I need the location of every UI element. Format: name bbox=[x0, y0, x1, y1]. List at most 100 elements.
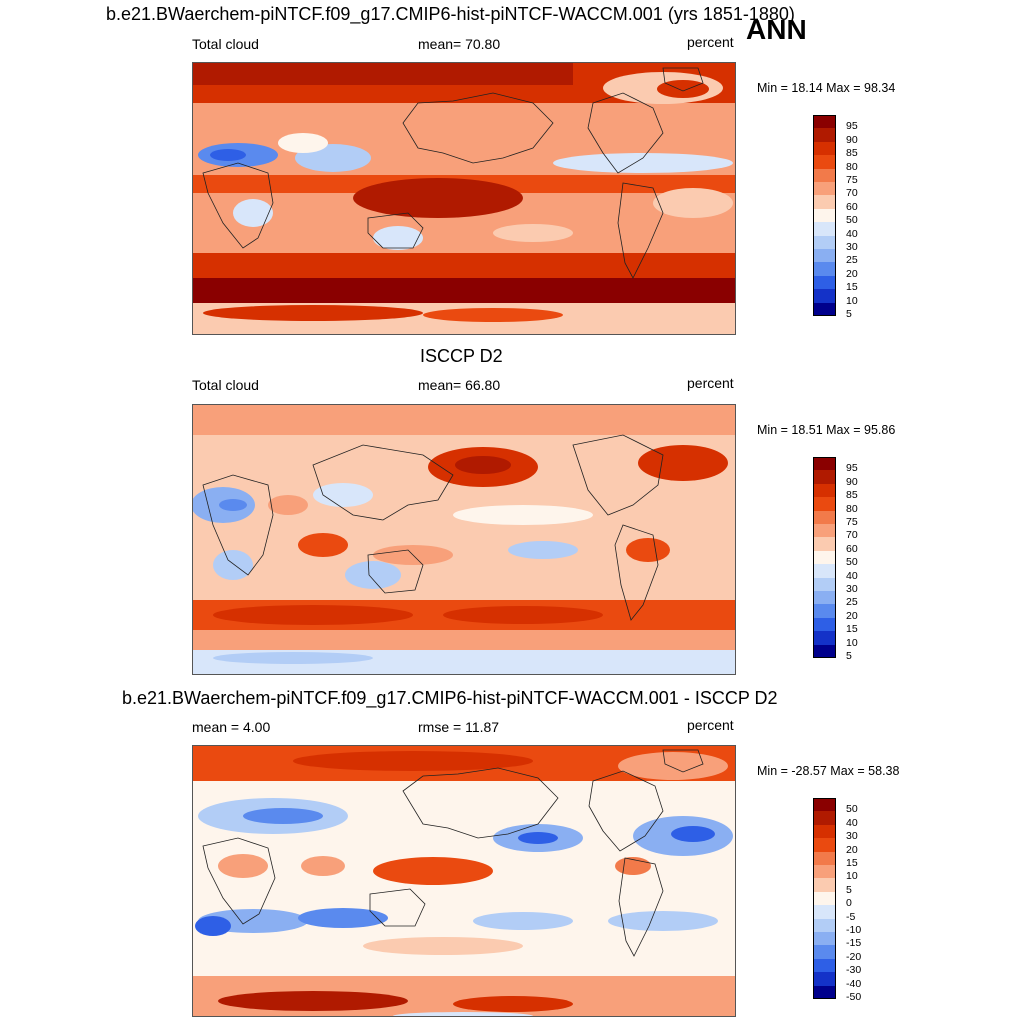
colorbar-tick-label: 30 bbox=[846, 830, 858, 843]
colorbar-swatch bbox=[813, 457, 836, 471]
colorbar-swatch bbox=[813, 141, 836, 156]
colorbar-swatch bbox=[813, 918, 836, 932]
colorbar-swatch bbox=[813, 945, 836, 959]
colorbar-tick-label: -15 bbox=[846, 937, 862, 950]
panel1-minmax: Min = 18.14 Max = 98.34 bbox=[757, 81, 896, 95]
colorbar-swatch bbox=[813, 222, 836, 236]
colorbar-tick-label: 90 bbox=[846, 133, 858, 146]
colorbar-tick-label: 75 bbox=[846, 174, 858, 186]
colorbar-swatch bbox=[813, 891, 836, 906]
panel3-mean: mean = 4.00 bbox=[192, 719, 271, 735]
colorbar-tick-label: 20 bbox=[846, 267, 858, 280]
colorbar-swatch bbox=[813, 155, 836, 169]
panel1-map bbox=[192, 62, 736, 335]
colorbar-tick-label: 10 bbox=[846, 294, 858, 307]
colorbar-tick-label: 30 bbox=[846, 583, 858, 595]
colorbar-swatch bbox=[813, 824, 836, 839]
colorbar-swatch bbox=[813, 905, 836, 919]
colorbar-swatch bbox=[813, 958, 836, 973]
colorbar-swatch bbox=[813, 249, 836, 263]
panel2-minmax: Min = 18.51 Max = 95.86 bbox=[757, 423, 896, 437]
colorbar-tick-label: -10 bbox=[846, 924, 862, 936]
colorbar-swatch bbox=[813, 470, 836, 484]
panel3-units: percent bbox=[687, 717, 734, 733]
colorbar-tick-label: 30 bbox=[846, 241, 858, 253]
colorbar-tick-label: -20 bbox=[846, 950, 862, 963]
colorbar-tick-label: 70 bbox=[846, 529, 858, 542]
colorbar-tick-label: 25 bbox=[846, 254, 858, 267]
colorbar-tick-label: 95 bbox=[846, 462, 858, 475]
colorbar-swatch bbox=[813, 865, 836, 879]
colorbar-swatch bbox=[813, 838, 836, 852]
colorbar-swatch bbox=[813, 195, 836, 209]
colorbar-tick-label: -40 bbox=[846, 977, 862, 990]
colorbar-tick-label: 0 bbox=[846, 897, 852, 910]
colorbar-tick-label: 50 bbox=[846, 803, 858, 816]
colorbar-tick-label: 50 bbox=[846, 556, 858, 569]
colorbar-swatch bbox=[813, 644, 836, 658]
colorbar-swatch bbox=[813, 550, 836, 565]
panel2-mean: mean= 66.80 bbox=[418, 377, 501, 393]
colorbar-swatch bbox=[813, 798, 836, 812]
colorbar-swatch bbox=[813, 483, 836, 498]
colorbar-swatch bbox=[813, 302, 836, 316]
colorbar-tick-label: 40 bbox=[846, 569, 858, 582]
colorbar-swatch bbox=[813, 617, 836, 632]
colorbar-tick-label: 5 bbox=[846, 650, 852, 662]
panel2-variable: Total cloud bbox=[192, 377, 259, 393]
colorbar-swatch bbox=[813, 510, 836, 524]
colorbar-tick-label: 5 bbox=[846, 883, 852, 896]
colorbar-tick-label: 80 bbox=[846, 160, 858, 173]
colorbar-swatch bbox=[813, 235, 836, 249]
colorbar-swatch bbox=[813, 524, 836, 538]
colorbar-tick-label: 20 bbox=[846, 843, 858, 856]
colorbar-tick-label: 90 bbox=[846, 475, 858, 488]
colorbar-tick-label: 10 bbox=[846, 636, 858, 649]
colorbar-tick-label: 75 bbox=[846, 516, 858, 528]
colorbar-tick-label: 85 bbox=[846, 147, 858, 160]
colorbar-swatch bbox=[813, 631, 836, 645]
panel2-map bbox=[192, 404, 736, 675]
colorbar-swatch bbox=[813, 208, 836, 223]
colorbar-tick-label: 95 bbox=[846, 120, 858, 133]
colorbar-tick-label: -30 bbox=[846, 964, 862, 977]
colorbar-swatch bbox=[813, 604, 836, 618]
colorbar-tick-label: 40 bbox=[846, 227, 858, 240]
panel3-rmse: rmse = 11.87 bbox=[418, 719, 500, 735]
colorbar-tick-label: -5 bbox=[846, 910, 856, 923]
colorbar-swatch bbox=[813, 537, 836, 551]
colorbar-tick-label: 15 bbox=[846, 623, 858, 636]
colorbar-tick-label: 80 bbox=[846, 502, 858, 515]
colorbar-tick-label: 15 bbox=[846, 857, 858, 869]
colorbar-swatch bbox=[813, 972, 836, 986]
panel1-map-field bbox=[193, 63, 735, 334]
colorbar-tick-label: 25 bbox=[846, 596, 858, 609]
colorbar-swatch bbox=[813, 497, 836, 511]
colorbar-swatch bbox=[813, 128, 836, 142]
colorbar-tick-label: -50 bbox=[846, 991, 862, 1003]
colorbar-tick-label: 10 bbox=[846, 870, 858, 883]
colorbar-swatch bbox=[813, 289, 836, 303]
panel3-title: b.e21.BWaerchem-piNTCF.f09_g17.CMIP6-his… bbox=[122, 688, 778, 708]
colorbar-tick-label: 5 bbox=[846, 308, 852, 320]
colorbar-swatch bbox=[813, 168, 836, 182]
colorbar-tick-label: 20 bbox=[846, 609, 858, 622]
colorbar-tick-label: 60 bbox=[846, 542, 858, 555]
colorbar-swatch bbox=[813, 182, 836, 196]
colorbar-swatch bbox=[813, 985, 836, 999]
colorbar-tick-label: 60 bbox=[846, 200, 858, 213]
colorbar-swatch bbox=[813, 811, 836, 825]
colorbar-swatch bbox=[813, 115, 836, 129]
panel3-map-field bbox=[193, 746, 735, 1016]
colorbar-swatch bbox=[813, 851, 836, 865]
colorbar-swatch bbox=[813, 878, 836, 892]
colorbar-tick-label: 50 bbox=[846, 214, 858, 227]
panel1-units: percent bbox=[687, 34, 734, 50]
panel1-title: b.e21.BWaerchem-piNTCF.f09_g17.CMIP6-his… bbox=[106, 4, 795, 24]
colorbar-swatch bbox=[813, 591, 836, 605]
panel3-minmax: Min = -28.57 Max = 58.38 bbox=[757, 764, 900, 778]
colorbar-swatch bbox=[813, 262, 836, 276]
colorbar-tick-label: 85 bbox=[846, 489, 858, 502]
colorbar-swatch bbox=[813, 564, 836, 578]
colorbar-tick-label: 40 bbox=[846, 816, 858, 829]
